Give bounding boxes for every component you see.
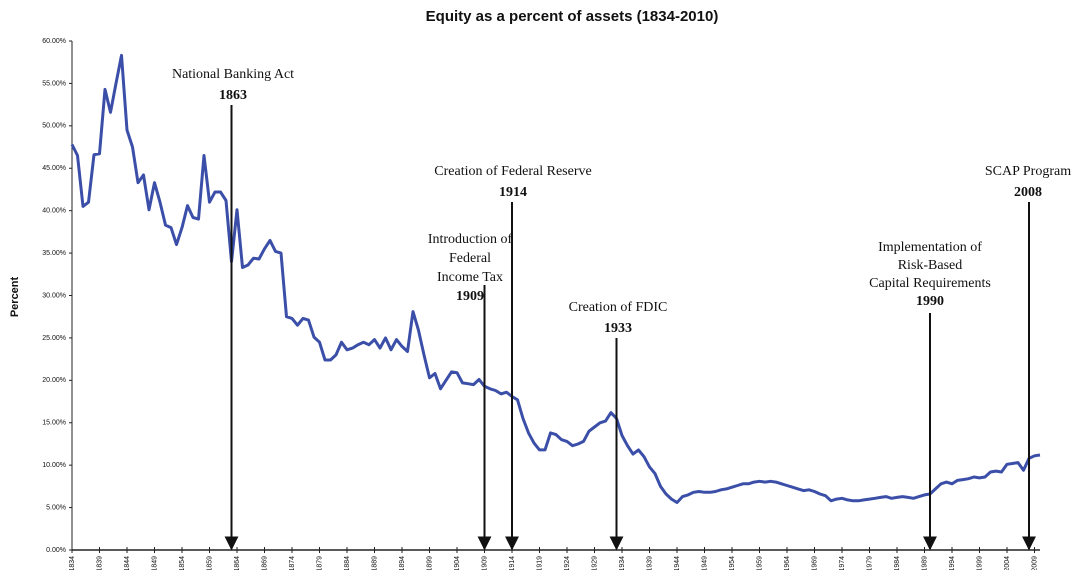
x-tick-label: 1949 (701, 556, 708, 570)
annotation-text: Introduction of (428, 232, 513, 247)
x-tick-label: 1954 (729, 556, 736, 570)
x-tick-label: 1874 (289, 556, 296, 570)
y-tick-label: 35.00% (42, 250, 66, 257)
x-tick-label: 1884 (344, 556, 351, 570)
x-tick-label: 1994 (949, 556, 956, 570)
y-tick-label: 10.00% (42, 462, 66, 469)
y-tick-label: 55.00% (42, 80, 66, 87)
x-tick-label: 1904 (454, 556, 461, 570)
x-tick-label: 2004 (1004, 556, 1011, 570)
annotation-text: Creation of FDIC (569, 300, 668, 315)
x-tick-label: 1854 (179, 556, 186, 570)
y-tick-label: 5.00% (46, 504, 66, 511)
x-tick-label: 1974 (839, 556, 846, 570)
y-tick-label: 60.00% (42, 38, 66, 45)
x-tick-label: 1909 (481, 556, 488, 570)
x-tick-label: 1929 (591, 556, 598, 570)
x-tick-label: 1959 (756, 556, 763, 570)
y-tick-label: 45.00% (42, 165, 66, 172)
annotation-year: 1863 (219, 88, 247, 103)
y-tick-label: 30.00% (42, 292, 66, 299)
annotation-text: SCAP Program (985, 164, 1071, 179)
x-tick-label: 1859 (206, 556, 213, 570)
x-tick-label: 1849 (151, 556, 158, 570)
y-tick-label: 20.00% (42, 377, 66, 384)
y-axis-label: Percent (9, 276, 21, 317)
x-tick-label: 1839 (96, 556, 103, 570)
x-tick-label: 1914 (509, 556, 516, 570)
data-line (70, 53, 1041, 504)
x-tick-label: 1919 (536, 556, 543, 570)
annotation-text: National Banking Act (172, 67, 294, 82)
x-tick-label: 1844 (124, 556, 131, 570)
y-tick-label: 0.00% (46, 547, 66, 554)
x-tick-label: 1864 (234, 556, 241, 570)
x-tick-label: 1939 (646, 556, 653, 570)
y-tick-label: 40.00% (42, 208, 66, 215)
x-tick-label: 1869 (261, 556, 268, 570)
annotation-text: Income Tax (437, 270, 503, 285)
annotation-year: 1909 (456, 289, 484, 304)
x-tick-label: 1969 (811, 556, 818, 570)
x-tick-label: 1934 (619, 556, 626, 570)
x-tick-label: 1979 (866, 556, 873, 570)
x-tick-label: 1989 (921, 556, 928, 570)
annotation-text: Risk-Based (898, 258, 963, 273)
annotation-text: Federal (449, 251, 491, 266)
annotation-text: Implementation of (878, 240, 982, 255)
y-tick-label: 15.00% (42, 420, 66, 427)
x-tick-label: 1944 (674, 556, 681, 570)
y-tick-label: 50.00% (42, 123, 66, 130)
annotation-text: Capital Requirements (869, 276, 991, 291)
y-tick-label: 25.00% (42, 335, 66, 342)
annotation-text: Creation of Federal Reserve (434, 164, 591, 179)
annotation-year: 1914 (499, 185, 527, 200)
x-tick-label: 1894 (399, 556, 406, 570)
x-tick-label: 1999 (976, 556, 983, 570)
x-tick-label: 1964 (784, 556, 791, 570)
annotation-year: 1990 (916, 294, 944, 309)
x-tick-label: 1984 (894, 556, 901, 570)
x-tick-label: 1834 (69, 556, 76, 570)
annotation-year: 2008 (1014, 185, 1042, 200)
chart-title: Equity as a percent of assets (1834-2010… (426, 8, 719, 25)
x-tick-label: 1889 (371, 556, 378, 570)
x-tick-label: 1879 (316, 556, 323, 570)
x-tick-label: 2009 (1031, 556, 1038, 570)
annotation-year: 1933 (604, 321, 632, 336)
x-tick-label: 1899 (426, 556, 433, 570)
x-tick-label: 1924 (564, 556, 571, 570)
